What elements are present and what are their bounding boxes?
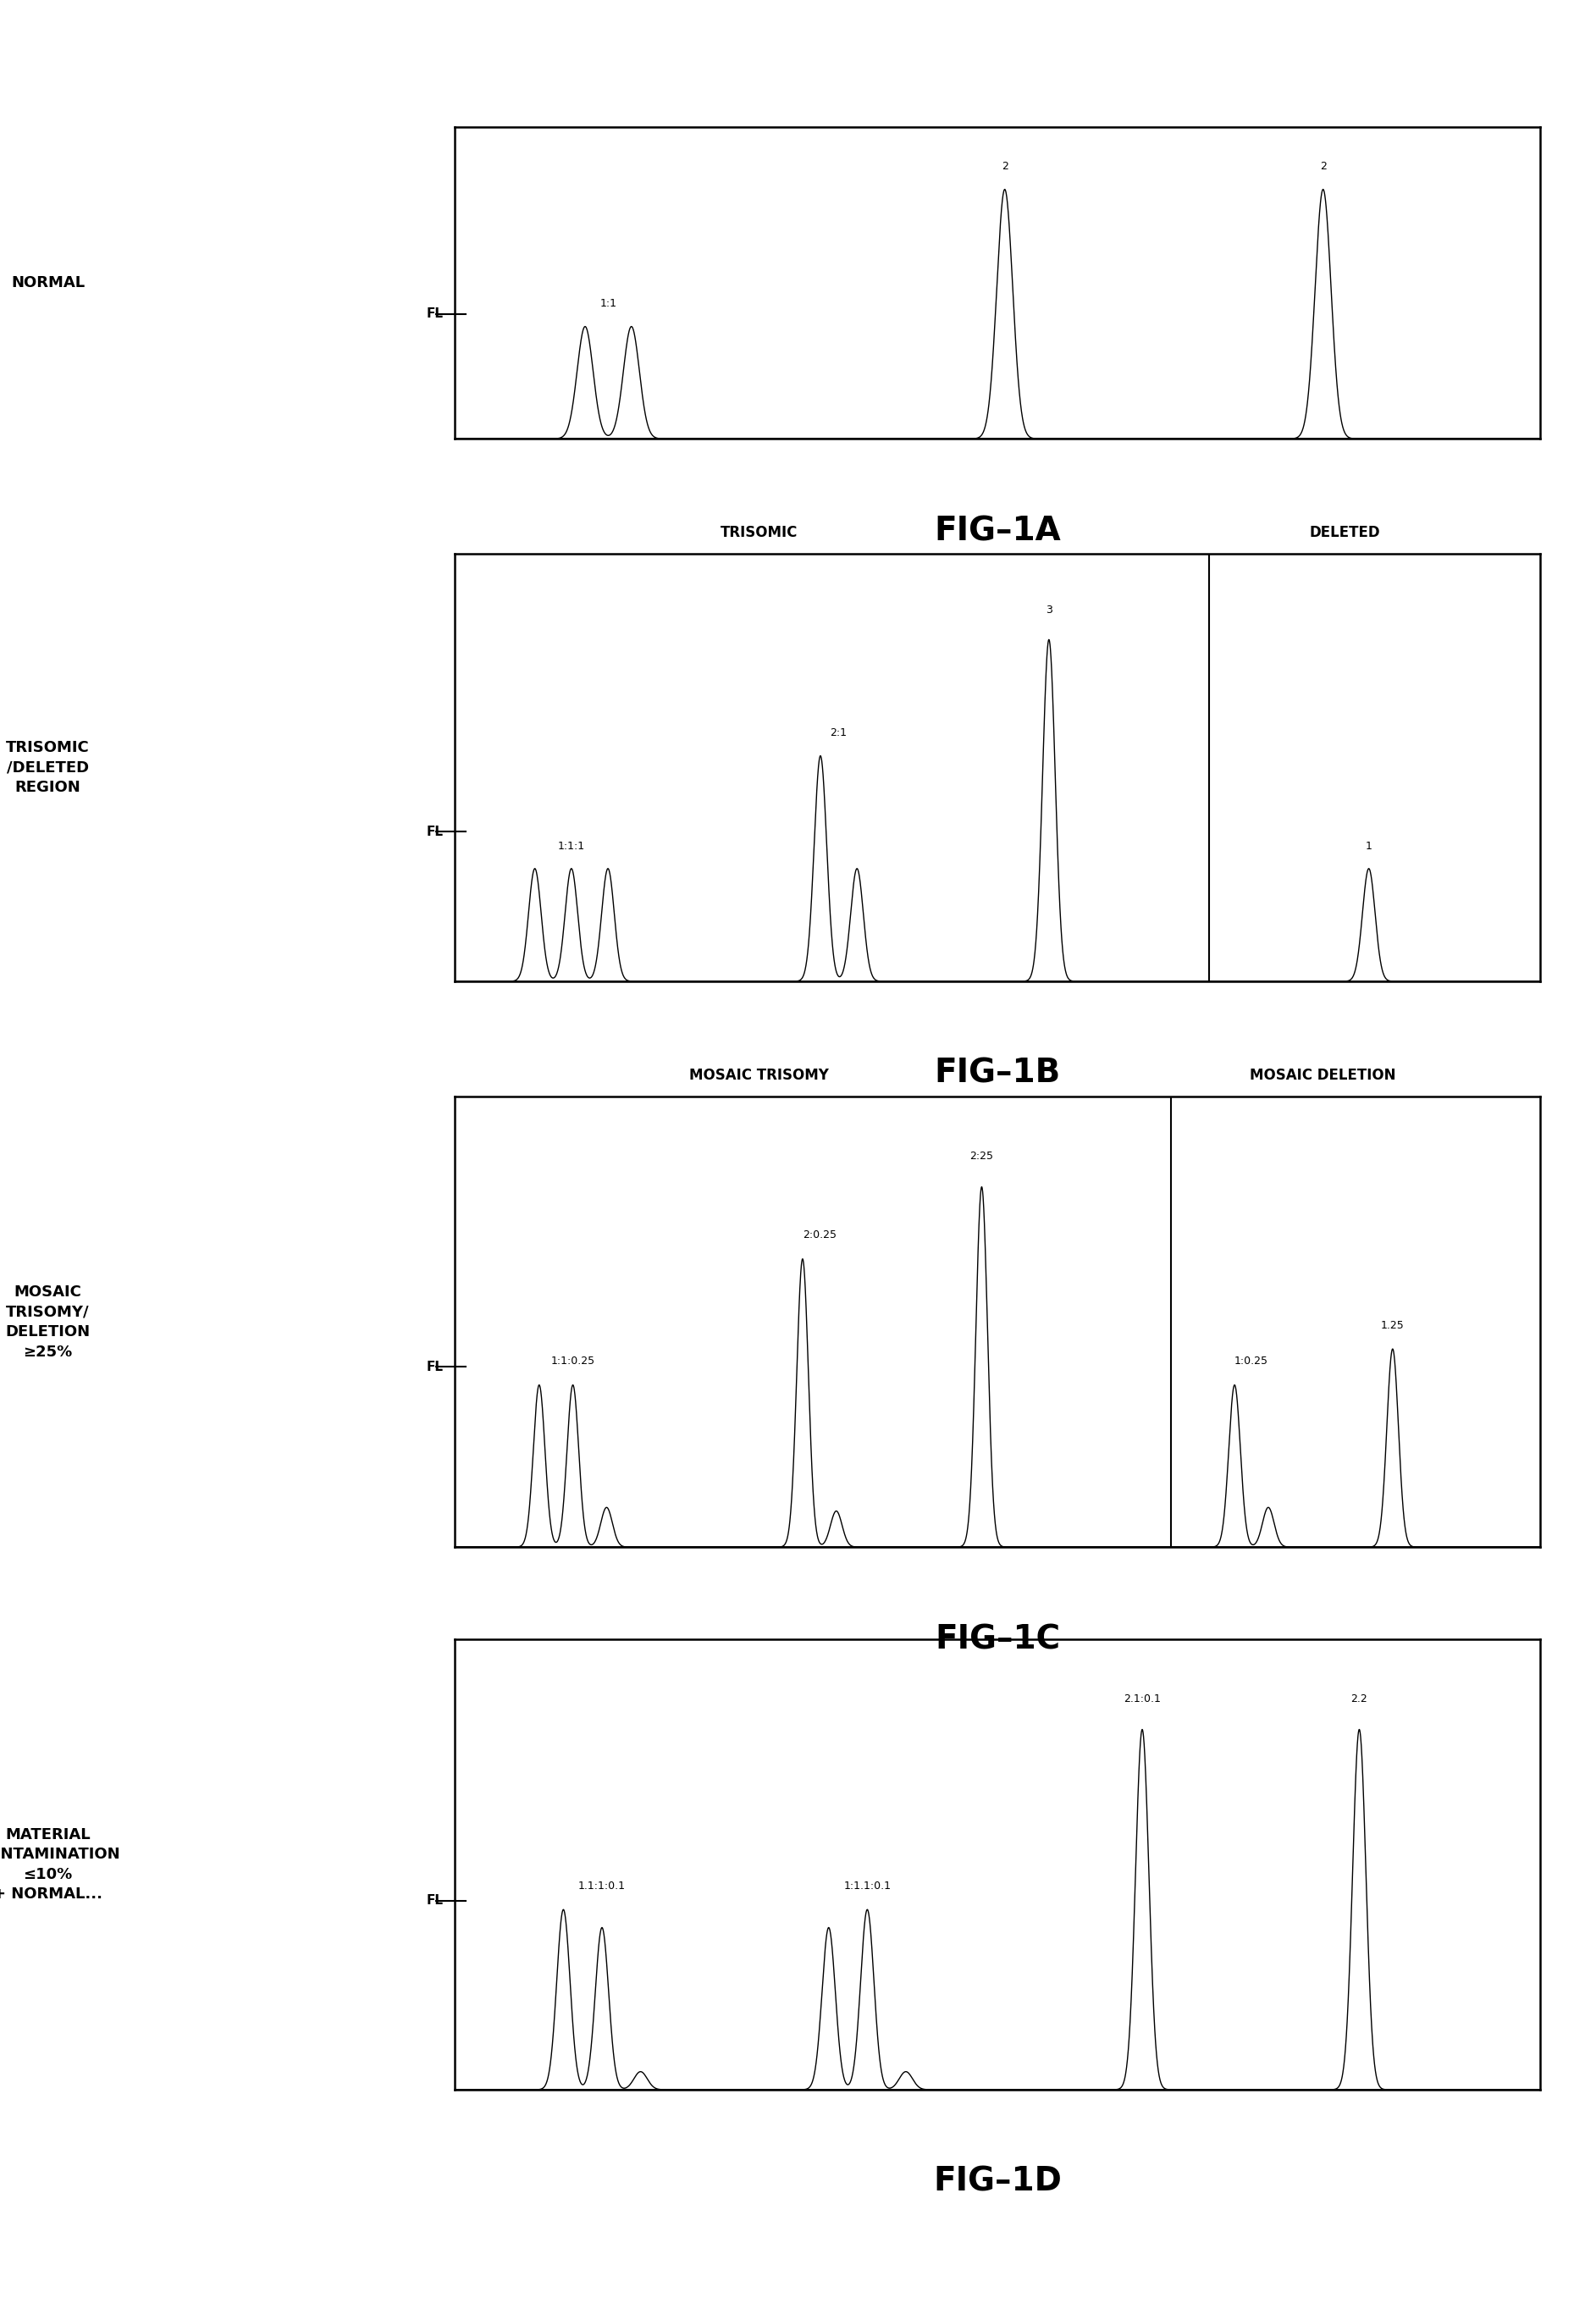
Text: 1: 1: [1366, 840, 1373, 852]
Text: 1:1:1: 1:1:1: [557, 840, 586, 852]
Text: 1.25: 1.25: [1381, 1321, 1404, 1330]
Text: FL: FL: [426, 307, 444, 321]
Text: FL: FL: [426, 824, 444, 838]
Text: 1:1: 1:1: [600, 298, 616, 309]
Text: DELETED: DELETED: [1309, 524, 1381, 540]
Text: FL: FL: [426, 1360, 444, 1374]
Text: 2:1: 2:1: [830, 727, 847, 739]
Text: 2: 2: [1001, 162, 1009, 171]
Text: TRISOMIC
/DELETED
REGION: TRISOMIC /DELETED REGION: [6, 741, 89, 794]
Text: 1:1.1:0.1: 1:1.1:0.1: [844, 1880, 891, 1891]
Text: MOSAIC
TRISOMY/
DELETION
≥25%: MOSAIC TRISOMY/ DELETION ≥25%: [5, 1284, 91, 1360]
Text: 2.2: 2.2: [1350, 1692, 1368, 1704]
Text: FL: FL: [426, 1893, 444, 1907]
Text: 1.1:1:0.1: 1.1:1:0.1: [578, 1880, 626, 1891]
Text: FIG–1C: FIG–1C: [935, 1623, 1060, 1656]
Text: 2.1:0.1: 2.1:0.1: [1124, 1692, 1160, 1704]
Text: FIG–1A: FIG–1A: [934, 515, 1061, 547]
Text: 2: 2: [1320, 162, 1326, 171]
Text: FIG–1D: FIG–1D: [934, 2166, 1061, 2198]
Text: MOSAIC TRISOMY: MOSAIC TRISOMY: [689, 1067, 828, 1083]
Text: TRISOMIC: TRISOMIC: [720, 524, 798, 540]
Text: 1:1:0.25: 1:1:0.25: [551, 1355, 595, 1367]
Text: FIG–1B: FIG–1B: [934, 1058, 1061, 1090]
Text: 2:0.25: 2:0.25: [803, 1231, 836, 1240]
Text: MOSAIC DELETION: MOSAIC DELETION: [1250, 1067, 1396, 1083]
Text: MATERIAL
CONTAMINATION
≤10%
+ NORMAL...: MATERIAL CONTAMINATION ≤10% + NORMAL...: [0, 1826, 120, 1903]
Text: 2:25: 2:25: [970, 1150, 994, 1161]
Text: NORMAL: NORMAL: [11, 275, 85, 291]
Text: 1:0.25: 1:0.25: [1234, 1355, 1269, 1367]
Text: 3: 3: [1045, 605, 1052, 617]
